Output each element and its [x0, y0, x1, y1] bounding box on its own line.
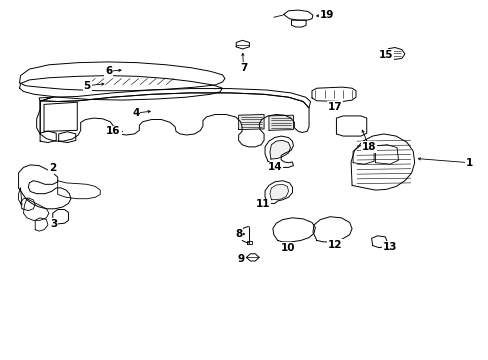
Polygon shape — [336, 116, 366, 136]
Polygon shape — [53, 210, 68, 224]
Polygon shape — [20, 76, 222, 100]
Polygon shape — [20, 198, 35, 211]
Polygon shape — [312, 217, 351, 242]
Text: 3: 3 — [50, 219, 57, 229]
Polygon shape — [39, 89, 310, 108]
Text: 6: 6 — [105, 66, 112, 76]
Polygon shape — [272, 218, 315, 242]
Polygon shape — [350, 134, 414, 190]
Text: 8: 8 — [235, 229, 242, 239]
Polygon shape — [269, 140, 290, 159]
Text: 2: 2 — [49, 163, 56, 174]
Polygon shape — [59, 132, 76, 143]
Polygon shape — [375, 145, 398, 164]
Polygon shape — [385, 48, 404, 59]
Polygon shape — [371, 236, 386, 248]
Polygon shape — [236, 40, 249, 49]
Polygon shape — [246, 241, 252, 244]
Text: 5: 5 — [83, 81, 90, 91]
Polygon shape — [268, 115, 293, 130]
Polygon shape — [40, 131, 56, 143]
Text: 12: 12 — [327, 240, 342, 250]
Polygon shape — [283, 10, 312, 20]
Text: 16: 16 — [106, 126, 121, 136]
Text: 9: 9 — [237, 254, 244, 264]
Polygon shape — [311, 87, 355, 102]
Text: 11: 11 — [255, 199, 270, 210]
Text: 4: 4 — [132, 108, 140, 118]
Text: 13: 13 — [382, 242, 397, 252]
Polygon shape — [35, 218, 48, 231]
Polygon shape — [264, 181, 292, 203]
Text: 15: 15 — [378, 50, 393, 60]
Polygon shape — [352, 144, 373, 164]
Polygon shape — [246, 254, 259, 261]
Polygon shape — [58, 181, 100, 199]
Text: 7: 7 — [239, 63, 247, 73]
Polygon shape — [264, 136, 293, 167]
Polygon shape — [269, 184, 288, 200]
Text: 18: 18 — [361, 142, 376, 152]
Polygon shape — [40, 97, 53, 134]
Polygon shape — [23, 199, 49, 220]
Text: 14: 14 — [267, 162, 282, 172]
Text: 1: 1 — [465, 158, 472, 168]
Polygon shape — [20, 62, 224, 91]
Polygon shape — [19, 165, 71, 209]
Polygon shape — [238, 114, 264, 130]
Text: 17: 17 — [327, 102, 342, 112]
Polygon shape — [44, 102, 77, 131]
Polygon shape — [291, 20, 305, 27]
Polygon shape — [37, 93, 308, 147]
Polygon shape — [19, 188, 22, 205]
Text: 19: 19 — [319, 10, 333, 20]
Text: 10: 10 — [281, 243, 295, 253]
